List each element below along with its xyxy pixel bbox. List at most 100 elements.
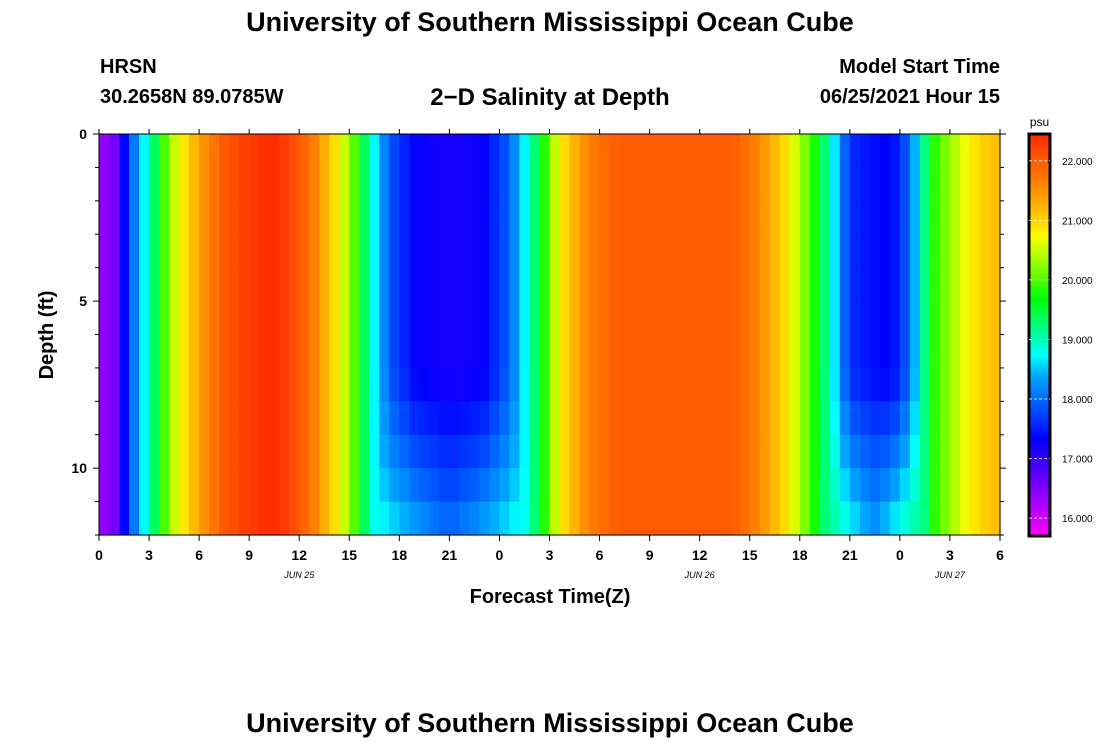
heatmap-cell [459, 301, 471, 336]
heatmap-cell [839, 334, 851, 369]
heatmap-cell [549, 234, 561, 269]
heatmap-cell [419, 468, 430, 503]
heatmap-cell [459, 334, 471, 369]
heatmap-cell [949, 234, 961, 269]
heatmap-cell [739, 334, 751, 369]
heatmap-cell [389, 200, 400, 235]
colorbar-tick-label: 16.000 [1062, 514, 1093, 525]
heatmap-cell [589, 367, 601, 402]
heatmap-cell [279, 367, 290, 402]
x-axis-ticks: 0 3 6 9 12 15 18 21 0 3 6 9 12 15 18 21 0 3 6 JUN 25 JUN 26 J… [95, 129, 1004, 580]
colorbar-swatch [1029, 136, 1050, 140]
colorbar-swatch [1029, 304, 1050, 308]
heatmap-cell [399, 434, 410, 469]
heatmap-cell [709, 234, 721, 269]
heatmap-cell [149, 134, 160, 169]
heatmap-cell [459, 267, 471, 302]
x-tick-label: 0 [896, 547, 904, 563]
heatmap-cell [869, 334, 881, 369]
heatmap-cell [449, 234, 460, 269]
heatmap-cell [969, 200, 981, 235]
heatmap-cell [919, 401, 931, 436]
heatmap-cell [529, 167, 541, 202]
heatmap-cell [939, 167, 951, 202]
heatmap-cell [949, 401, 961, 436]
heatmap-cell [719, 200, 731, 235]
heatmap-cell [339, 301, 350, 336]
heatmap-cell [359, 434, 370, 469]
heatmap-cell [959, 134, 971, 169]
heatmap-cell [439, 501, 450, 536]
colorbar-unit: psu [1030, 115, 1049, 129]
heatmap-cell [859, 434, 871, 469]
heatmap-cell [789, 134, 801, 169]
colorbar-swatch [1029, 382, 1050, 386]
heatmap-cell [329, 167, 340, 202]
heatmap-cell [449, 434, 460, 469]
colorbar-swatch [1029, 463, 1050, 467]
heatmap-cell [869, 134, 881, 169]
heatmap-cell [189, 468, 200, 503]
heatmap-cell [759, 501, 771, 536]
heatmap-cell [849, 367, 861, 402]
heatmap-cell [279, 301, 290, 336]
heatmap-cell [109, 434, 120, 469]
heatmap-cell [889, 134, 901, 169]
heatmap-cell [989, 200, 1001, 235]
heatmap-cell [439, 200, 450, 235]
heatmap-cell [289, 301, 300, 336]
heatmap-cell [259, 367, 270, 402]
heatmap-cell [499, 334, 511, 369]
colorbar-swatch [1029, 179, 1050, 183]
heatmap-cell [799, 200, 811, 235]
heatmap-cell [159, 468, 170, 503]
heatmap-cell [209, 200, 220, 235]
heatmap-cell [939, 468, 951, 503]
heatmap-cell [229, 401, 240, 436]
heatmap-cell [799, 367, 811, 402]
heatmap-cell [829, 134, 841, 169]
heatmap-cell [579, 134, 591, 169]
heatmap-cell [439, 401, 450, 436]
heatmap-cell [229, 434, 240, 469]
heatmap-cell [369, 334, 380, 369]
heatmap-cell [699, 134, 711, 169]
heatmap-cell [489, 334, 501, 369]
heatmap-cell [949, 334, 961, 369]
colorbar-swatch [1029, 191, 1050, 195]
heatmap-cell [939, 334, 951, 369]
colorbar-swatch [1029, 495, 1050, 499]
heatmap-cell [769, 434, 781, 469]
heatmap-cell [99, 301, 110, 336]
colorbar-swatch [1029, 196, 1050, 200]
colorbar-swatch [1029, 327, 1050, 331]
colorbar-swatch [1029, 458, 1050, 462]
heatmap-cell [699, 301, 711, 336]
heatmap-cell [799, 468, 811, 503]
heatmap-cell [599, 267, 611, 302]
heatmap-cell [99, 267, 110, 302]
colorbar-swatch [1029, 186, 1050, 190]
heatmap-cell [139, 234, 150, 269]
heatmap-cell [589, 468, 601, 503]
heatmap-cell [459, 468, 471, 503]
heatmap-cell [849, 301, 861, 336]
heatmap-cell [319, 234, 330, 269]
heatmap-cell [659, 301, 671, 336]
heatmap-cell [239, 134, 250, 169]
heatmap-cell [629, 334, 641, 369]
colorbar-swatch [1029, 312, 1050, 316]
heatmap-cell [559, 501, 571, 536]
heatmap-cell [789, 200, 801, 235]
heatmap-cell [739, 468, 751, 503]
heatmap-cell [659, 200, 671, 235]
heatmap-cell [849, 267, 861, 302]
heatmap-cell [239, 234, 250, 269]
heatmap-cell [879, 468, 891, 503]
colorbar-swatch [1029, 209, 1050, 213]
heatmap-cell [969, 134, 981, 169]
heatmap-cell [679, 167, 691, 202]
heatmap-cell [189, 200, 200, 235]
heatmap-cell [129, 200, 140, 235]
heatmap-cell [369, 134, 380, 169]
